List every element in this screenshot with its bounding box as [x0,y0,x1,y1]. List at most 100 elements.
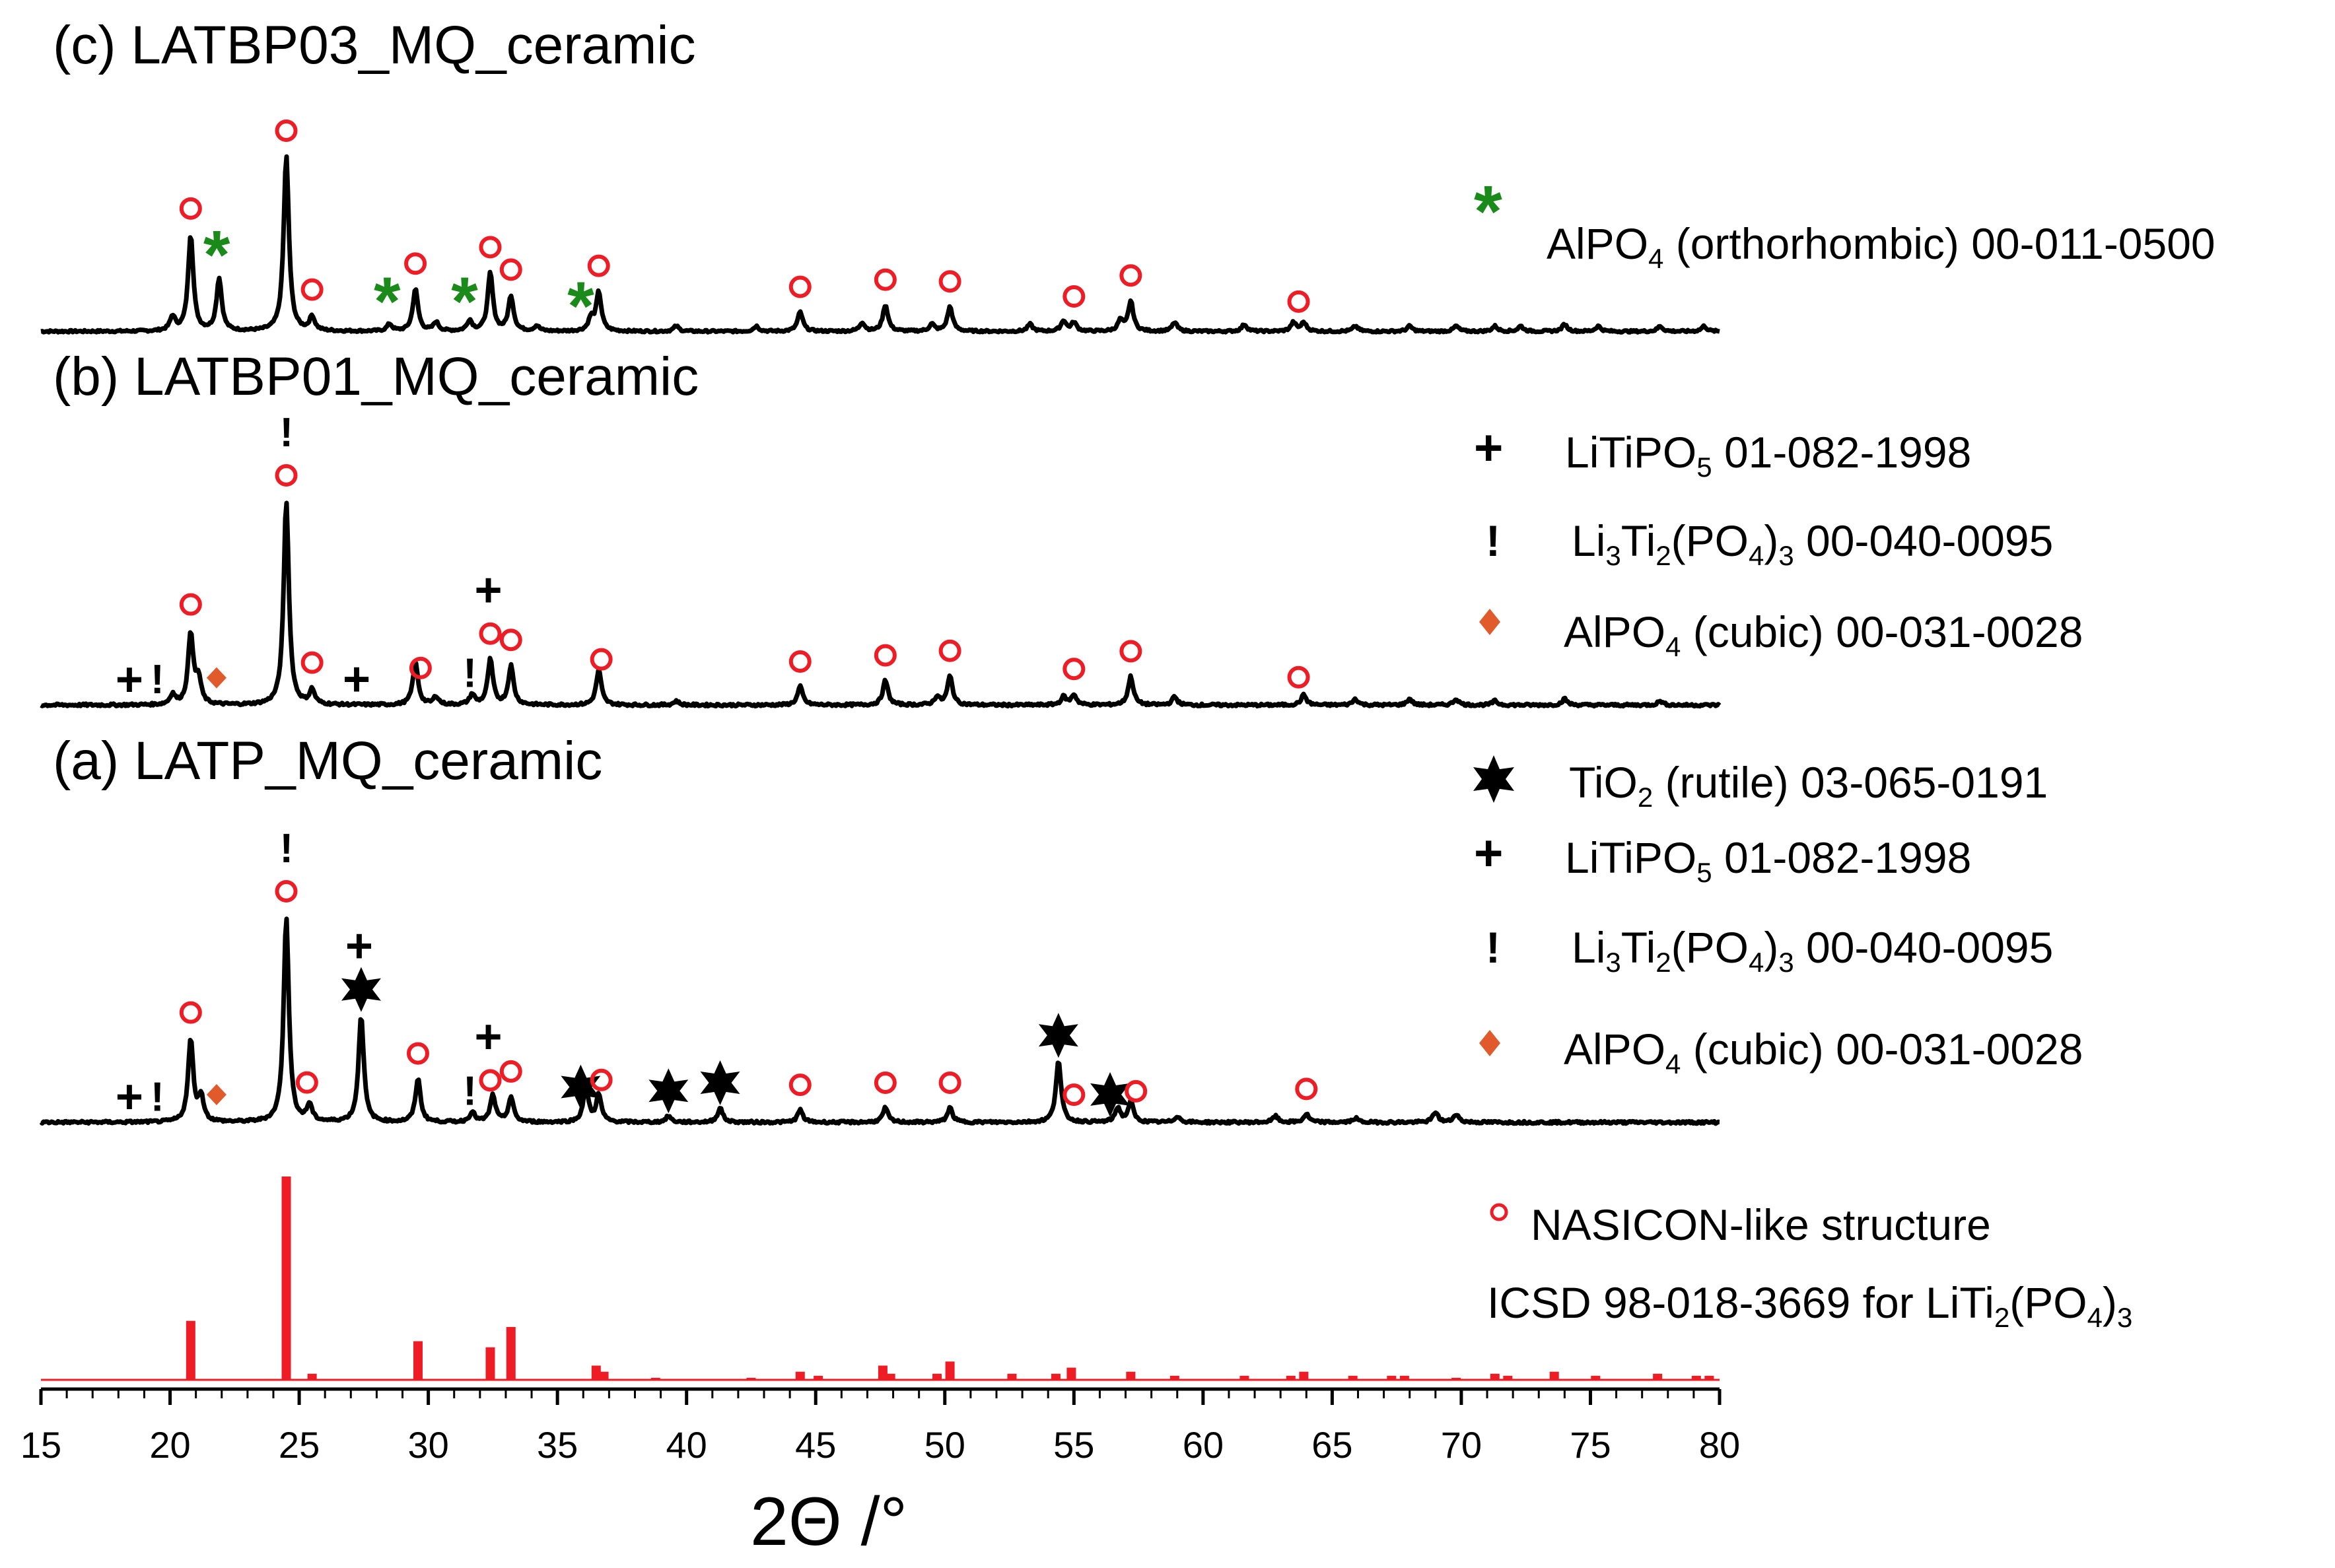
nasicon-marker [406,1042,429,1065]
tio2-rutile-marker [561,1064,601,1110]
li3ti2po43-marker: ! [151,657,164,702]
pattern-curve-b [40,500,1722,709]
pattern-title-b: (b) LATBP01_MQ_ceramic [53,347,699,407]
pattern-curves [39,154,1722,1126]
nasicon-marker [1119,264,1142,287]
legend-a-li3ti2po43: Li3Ti2(PO4)3 00-040-0095 [1572,923,2053,978]
nasicon-marker [874,644,897,667]
reference-bar [1169,1375,1179,1380]
litipo5-marker: + [343,653,370,706]
phase-markers: ** * *+ !!+ !++ !!+!+ [116,119,1318,1123]
reference-bar [1591,1375,1601,1380]
reference-bar [1503,1375,1513,1380]
x-tick-label: 25 [279,1424,320,1466]
li3ti2po43-marker: ! [151,1075,164,1120]
reference-bar [814,1375,823,1380]
alpo4-cubic-marker [206,667,227,689]
reference-bar [886,1373,895,1380]
nasicon-marker [275,119,298,142]
legend-symbol-asterisk: * [1474,171,1502,252]
nasicon-marker [874,268,897,291]
nasicon-marker [499,1060,522,1083]
legend-b-li3ti2po43: Li3Ti2(PO4)3 00-040-0095 [1572,516,2053,571]
nasicon-marker [300,278,324,301]
legend-alpo4-orthorhombic: * AlPO4 (orthorhombic) 00-011-0500 [1474,171,2215,274]
reference-bar [1653,1373,1663,1380]
reference-bar [1299,1371,1309,1380]
reference-bars [41,1176,1720,1381]
x-tick-label: 45 [795,1424,836,1466]
legend-a-litipo5: LiTiPO5 01-082-1998 [1565,833,1971,888]
reference-bar [506,1326,516,1380]
reference-bar [1007,1373,1017,1380]
x-tick-label: 30 [407,1424,448,1466]
reference-bar [1691,1375,1701,1380]
legend-text-alpo4-orthorhombic: AlPO4 (orthorhombic) 00-011-0500 [1547,219,2215,274]
reference-bar [1490,1373,1500,1380]
reference-bar [485,1347,495,1380]
nasicon-marker [587,254,610,277]
nasicon-marker [938,270,961,293]
legend-a-tio2: TiO2 (rutile) 03-065-0191 [1569,758,2048,813]
litipo5-marker: + [116,653,143,706]
x-axis-title: 2Θ /° [750,1483,907,1560]
x-tick-label: 35 [537,1424,578,1466]
nasicon-marker [874,1071,897,1094]
tio2-rutile-marker [700,1060,740,1105]
nasicon-marker [275,464,298,487]
li3ti2po43-marker: ! [463,1068,477,1114]
nasicon-marker [179,1001,202,1024]
x-tick-label: 15 [20,1424,61,1466]
pattern-title-c: (c) LATBP03_MQ_ceramic [53,15,696,75]
reference-bar [1451,1377,1461,1380]
li3ti2po43-marker: ! [280,826,294,871]
legend-b-diamond-symbol [1479,609,1500,635]
legend-b-litipo5: LiTiPO5 01-082-1998 [1565,428,1971,483]
nasicon-marker [1287,290,1310,313]
nasicon-marker [1287,665,1310,689]
alpo4-orthorhombic-marker: * [203,217,230,294]
x-tick-label: 60 [1183,1424,1224,1466]
reference-bar [1126,1371,1136,1380]
reference-bar [1239,1375,1249,1380]
reference-bar [1066,1367,1076,1380]
alpo4-cubic-marker [206,1084,227,1106]
litipo5-marker: + [345,920,373,972]
reference-bar [1051,1373,1061,1380]
nasicon-marker [1119,640,1142,663]
nasicon-marker [295,1071,318,1094]
alpo4-orthorhombic-marker: * [567,268,594,345]
nasicon-marker [1063,285,1086,308]
litipo5-marker: + [474,564,502,617]
nasicon-marker [590,648,613,671]
reference-bar [878,1365,888,1380]
alpo4-orthorhombic-marker: * [451,263,478,340]
tio2-rutile-marker [341,967,381,1012]
reference-bar [1286,1375,1296,1380]
reference-bar [1704,1375,1714,1380]
tio2-rutile-marker [1038,1013,1078,1058]
nasicon-marker [788,650,812,673]
tio2-rutile-marker [648,1068,689,1114]
nasicon-marker [479,236,502,259]
reference-bar [795,1371,805,1380]
x-tick-label: 40 [666,1424,707,1466]
nasicon-marker [1125,1079,1148,1103]
reference-bar [307,1373,317,1380]
reference-bar [945,1361,955,1380]
nasicon-marker [938,639,961,662]
nasicon-marker [788,275,812,298]
x-tick-label: 70 [1441,1424,1482,1466]
nasicon-marker [1295,1077,1318,1101]
nasicon-marker [479,1069,502,1092]
reference-bar [413,1341,423,1380]
li3ti2po43-marker: ! [463,651,477,697]
nasicon-marker [590,1068,613,1091]
legend-reference-text: ICSD 98-018-3669 for LiTi2(PO4)3 [1487,1278,2132,1333]
nasicon-marker [275,880,298,903]
reference-bar [650,1377,660,1380]
reference-bar [591,1365,601,1380]
nasicon-marker [499,258,522,281]
x-tick-label: 55 [1053,1424,1094,1466]
